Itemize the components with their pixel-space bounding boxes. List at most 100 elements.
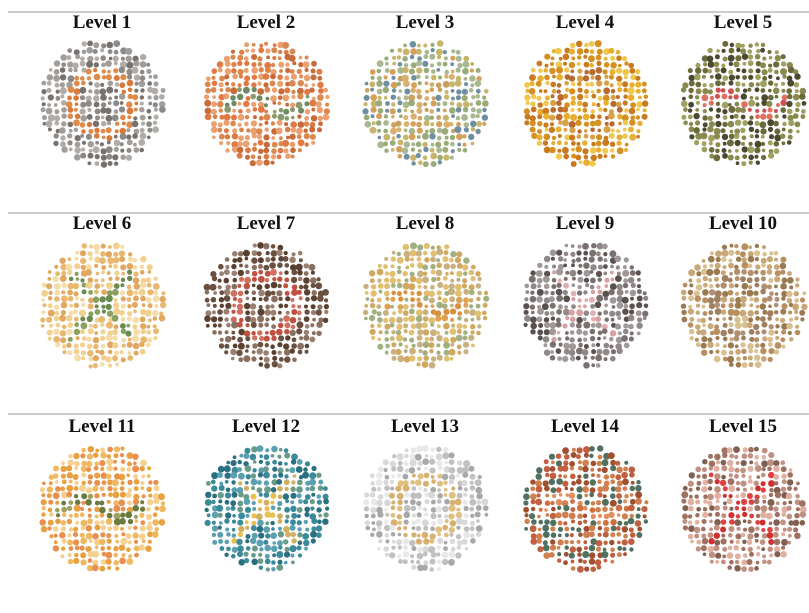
plate-dot — [55, 121, 60, 126]
plate-dot — [556, 478, 563, 485]
plate-dot — [88, 251, 93, 256]
plate-dot — [263, 466, 269, 472]
plate-dot — [238, 83, 242, 87]
plate-dot — [637, 296, 643, 302]
plate-dot — [728, 342, 734, 348]
plate-dot — [442, 559, 448, 565]
plate-dot — [133, 474, 138, 479]
plate-dot — [152, 310, 158, 316]
plate-dot — [384, 520, 388, 524]
plate-dot — [775, 114, 779, 118]
plate-dot — [748, 44, 752, 48]
plate-dot — [133, 499, 139, 505]
plate-dot — [95, 141, 99, 145]
plate-dot — [232, 271, 238, 277]
plate-dot — [709, 147, 715, 153]
plate-dot — [106, 282, 113, 289]
plate-dot — [701, 534, 706, 539]
plate-dot — [276, 479, 282, 485]
plate-dot — [755, 114, 760, 119]
plate-dot — [264, 103, 268, 107]
plate-dot — [742, 316, 748, 322]
plate-dot — [617, 114, 623, 120]
plate-dot — [153, 324, 157, 328]
plate-dot — [476, 114, 480, 118]
plate-dot — [81, 466, 87, 472]
plate-dot — [524, 487, 529, 492]
plate-dot — [577, 76, 583, 82]
plate-dot — [108, 97, 112, 101]
plate-dot — [133, 329, 140, 336]
plate-dot — [753, 324, 759, 330]
plate-dot — [385, 271, 389, 275]
plate-dot — [449, 467, 456, 474]
plate-dot — [544, 329, 550, 335]
plate-dot — [384, 114, 388, 118]
plate-dot — [703, 68, 709, 74]
plate-dot — [140, 115, 146, 121]
plate-dot — [107, 539, 112, 544]
plate-dot — [55, 508, 60, 513]
plate-dot — [596, 61, 601, 66]
plate-dot — [780, 551, 787, 558]
plate-dot — [563, 264, 567, 268]
plate-dot — [575, 155, 581, 161]
plate-dot — [404, 349, 408, 353]
plate-dot — [132, 454, 138, 460]
plate-dot — [82, 141, 86, 145]
plate-dot — [617, 316, 621, 320]
plate-dot — [456, 56, 462, 62]
plate-dot — [565, 336, 569, 340]
plate-dot — [721, 88, 726, 93]
plate-dot — [756, 68, 761, 73]
plate-dot — [223, 93, 229, 99]
plate-dot — [113, 56, 119, 62]
plate-dot — [551, 337, 556, 342]
plate-dot — [132, 121, 139, 128]
plate-dot — [565, 244, 569, 248]
plate-dot — [450, 251, 456, 257]
plate-dot — [231, 331, 235, 335]
plate-dot — [786, 291, 792, 297]
plate-dot — [703, 122, 708, 127]
plate-dot — [539, 520, 544, 525]
plate-dot — [271, 560, 276, 565]
plate-dot — [743, 553, 748, 558]
plate-dot — [120, 453, 124, 457]
plate-dot — [476, 525, 483, 532]
plate-dot — [558, 304, 563, 309]
plate-dot — [93, 363, 98, 368]
plate-dot — [390, 277, 396, 283]
plate-dot — [211, 316, 217, 322]
plate-dot — [742, 506, 747, 511]
plate-dot — [450, 308, 456, 314]
plate-dot — [93, 337, 99, 343]
plate-dot — [598, 514, 602, 518]
plate-dot — [735, 322, 742, 329]
plate-dot — [271, 63, 275, 67]
plate-dot — [135, 82, 139, 86]
plate-dot — [218, 466, 225, 473]
plate-dot — [582, 349, 589, 356]
plate-dot — [212, 95, 216, 99]
plate-dot — [80, 57, 85, 62]
plate-dot — [362, 108, 368, 114]
plate-dot — [551, 487, 557, 493]
plate-dot — [291, 277, 297, 283]
plate-dot — [436, 351, 440, 355]
plate-dot — [245, 257, 249, 261]
plate-dot — [60, 275, 67, 282]
plate-dot — [279, 318, 283, 322]
plate-dot — [114, 324, 119, 329]
plate-dot — [450, 62, 454, 66]
plate-dot — [140, 349, 146, 355]
plate-dot — [714, 519, 721, 526]
plate-dot — [125, 48, 132, 55]
plate-dot — [317, 295, 324, 302]
plate-dot — [589, 41, 595, 47]
plate-dot — [263, 82, 268, 87]
plate-dot — [112, 355, 118, 361]
plate-dot — [284, 76, 289, 81]
plate-dot — [450, 142, 455, 147]
plate-label: Level 11 — [68, 416, 135, 437]
